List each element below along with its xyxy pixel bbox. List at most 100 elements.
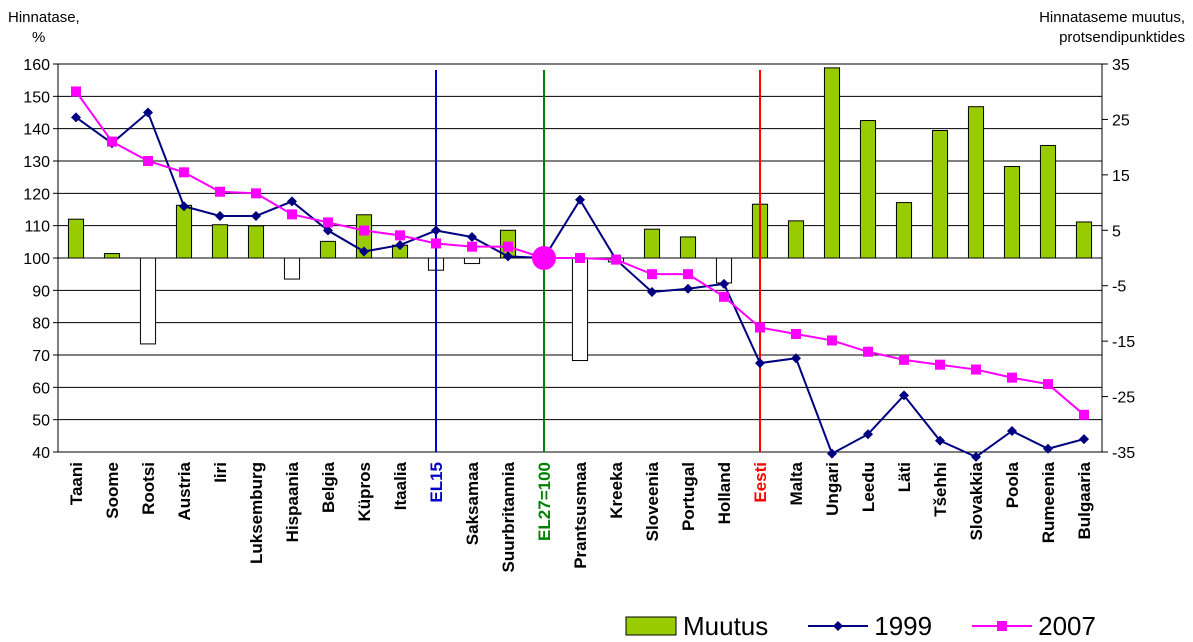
- legend-label-muutus: Muutus: [683, 610, 769, 641]
- right-tick-label: 35: [1112, 57, 1130, 74]
- point-1999: [971, 451, 981, 462]
- right-tick-label: -35: [1112, 445, 1135, 462]
- category-label: Sloveenia: [643, 461, 662, 541]
- bar: [211, 224, 229, 259]
- right-tick-label: -5: [1112, 279, 1126, 296]
- category-label: Taani: [67, 462, 86, 505]
- category-label: Soome: [103, 462, 122, 519]
- bar: [247, 225, 265, 259]
- bar: [931, 130, 949, 259]
- category-label: Poola: [1003, 461, 1022, 508]
- category-label: Itaalia: [391, 461, 410, 510]
- left-tick-label: 40: [32, 445, 50, 462]
- legend-item-muutus: Muutus: [625, 611, 768, 642]
- bar: [139, 257, 157, 345]
- left-axis-title-line2: %: [32, 29, 46, 46]
- legend: Muutus 1999 2007: [625, 610, 1096, 642]
- point-2007: [971, 364, 981, 375]
- category-label: Kreeka: [607, 461, 626, 518]
- category-label: Portugal: [679, 462, 698, 531]
- point-2007: [575, 253, 585, 263]
- point-1999: [431, 225, 441, 236]
- point-2007: [359, 225, 369, 236]
- point-1999: [1043, 443, 1053, 454]
- point-2007: [899, 354, 909, 365]
- point-1999: [827, 448, 837, 459]
- left-tick-label: 70: [32, 348, 50, 365]
- point-2007: [467, 241, 477, 252]
- point-1999: [1079, 434, 1089, 445]
- bar: [643, 228, 661, 259]
- legend-bar-swatch: [625, 616, 677, 636]
- point-2007: [71, 86, 81, 97]
- category-label: Luksemburg: [247, 462, 266, 564]
- point-2007: [143, 156, 153, 166]
- left-tick-label: 160: [23, 57, 50, 74]
- left-axis-title-line1: Hinnatase,: [8, 9, 80, 26]
- point-2007: [215, 186, 225, 197]
- left-tick-label: 130: [23, 154, 50, 171]
- left-tick-label: 90: [32, 283, 50, 300]
- point-1999: [503, 251, 513, 262]
- bar: [967, 106, 985, 259]
- category-label: Holland: [715, 462, 734, 524]
- point-2007: [755, 322, 765, 333]
- category-label: Läti: [895, 462, 914, 492]
- right-tick-label: -25: [1112, 390, 1135, 407]
- right-axis-title-line2: protsendipunktides: [1059, 29, 1185, 46]
- point-2007: [719, 291, 729, 302]
- category-label: Eesti: [751, 462, 770, 503]
- legend-item-2007: 2007: [972, 611, 1096, 642]
- point-2007: [1007, 372, 1017, 383]
- point-2007: [791, 328, 801, 339]
- point-1999: [1007, 425, 1017, 436]
- category-label: Ungari: [823, 462, 842, 516]
- legend-line-1999: [808, 621, 869, 631]
- point-1999: [683, 283, 693, 294]
- bar: [571, 257, 589, 362]
- point-2007: [431, 238, 441, 249]
- left-tick-label: 120: [23, 186, 50, 203]
- point-2007: [323, 217, 333, 228]
- bar: [1039, 144, 1057, 259]
- right-axis-title: Hinnataseme muutus, protsendipunktides: [1039, 8, 1185, 48]
- legend-label-2007: 2007: [1038, 610, 1096, 641]
- point-1999: [467, 231, 477, 242]
- bar: [283, 257, 301, 280]
- point-2007: [107, 136, 117, 147]
- category-label: Rootsi: [139, 462, 158, 515]
- category-label: Iiri: [211, 462, 230, 483]
- bar: [895, 202, 913, 259]
- point-2007: [1043, 379, 1053, 390]
- category-label: Suurbritannia: [499, 461, 518, 572]
- point-2007: [503, 241, 513, 252]
- point-2007: [647, 269, 657, 280]
- left-axis-title: Hinnatase, %: [8, 8, 80, 48]
- left-tick-label: 140: [23, 122, 50, 139]
- bar: [103, 253, 121, 259]
- point-1999: [755, 358, 765, 369]
- point-2007: [611, 254, 621, 265]
- bar: [859, 120, 877, 259]
- point-1999: [647, 286, 657, 297]
- point-1999: [935, 435, 945, 446]
- point-1999: [323, 225, 333, 236]
- point-1999: [179, 201, 189, 212]
- right-tick-label: -15: [1112, 334, 1135, 351]
- category-label: Hispaania: [283, 461, 302, 542]
- point-1999: [575, 194, 585, 205]
- point-2007: [287, 209, 297, 220]
- left-tick-label: 60: [32, 380, 50, 397]
- legend-label-1999: 1999: [874, 610, 933, 641]
- category-label: EL27=100: [535, 462, 554, 541]
- left-tick-label: 80: [32, 316, 50, 333]
- category-label: Austria: [175, 461, 194, 520]
- bar: [175, 204, 193, 259]
- category-label: Leedu: [859, 462, 878, 512]
- point-1999: [143, 107, 153, 118]
- left-tick-label: 150: [23, 89, 50, 106]
- point-1999: [251, 210, 261, 221]
- category-label: Malta: [787, 461, 806, 505]
- right-tick-label: 5: [1112, 223, 1121, 240]
- point-2007: [179, 167, 189, 178]
